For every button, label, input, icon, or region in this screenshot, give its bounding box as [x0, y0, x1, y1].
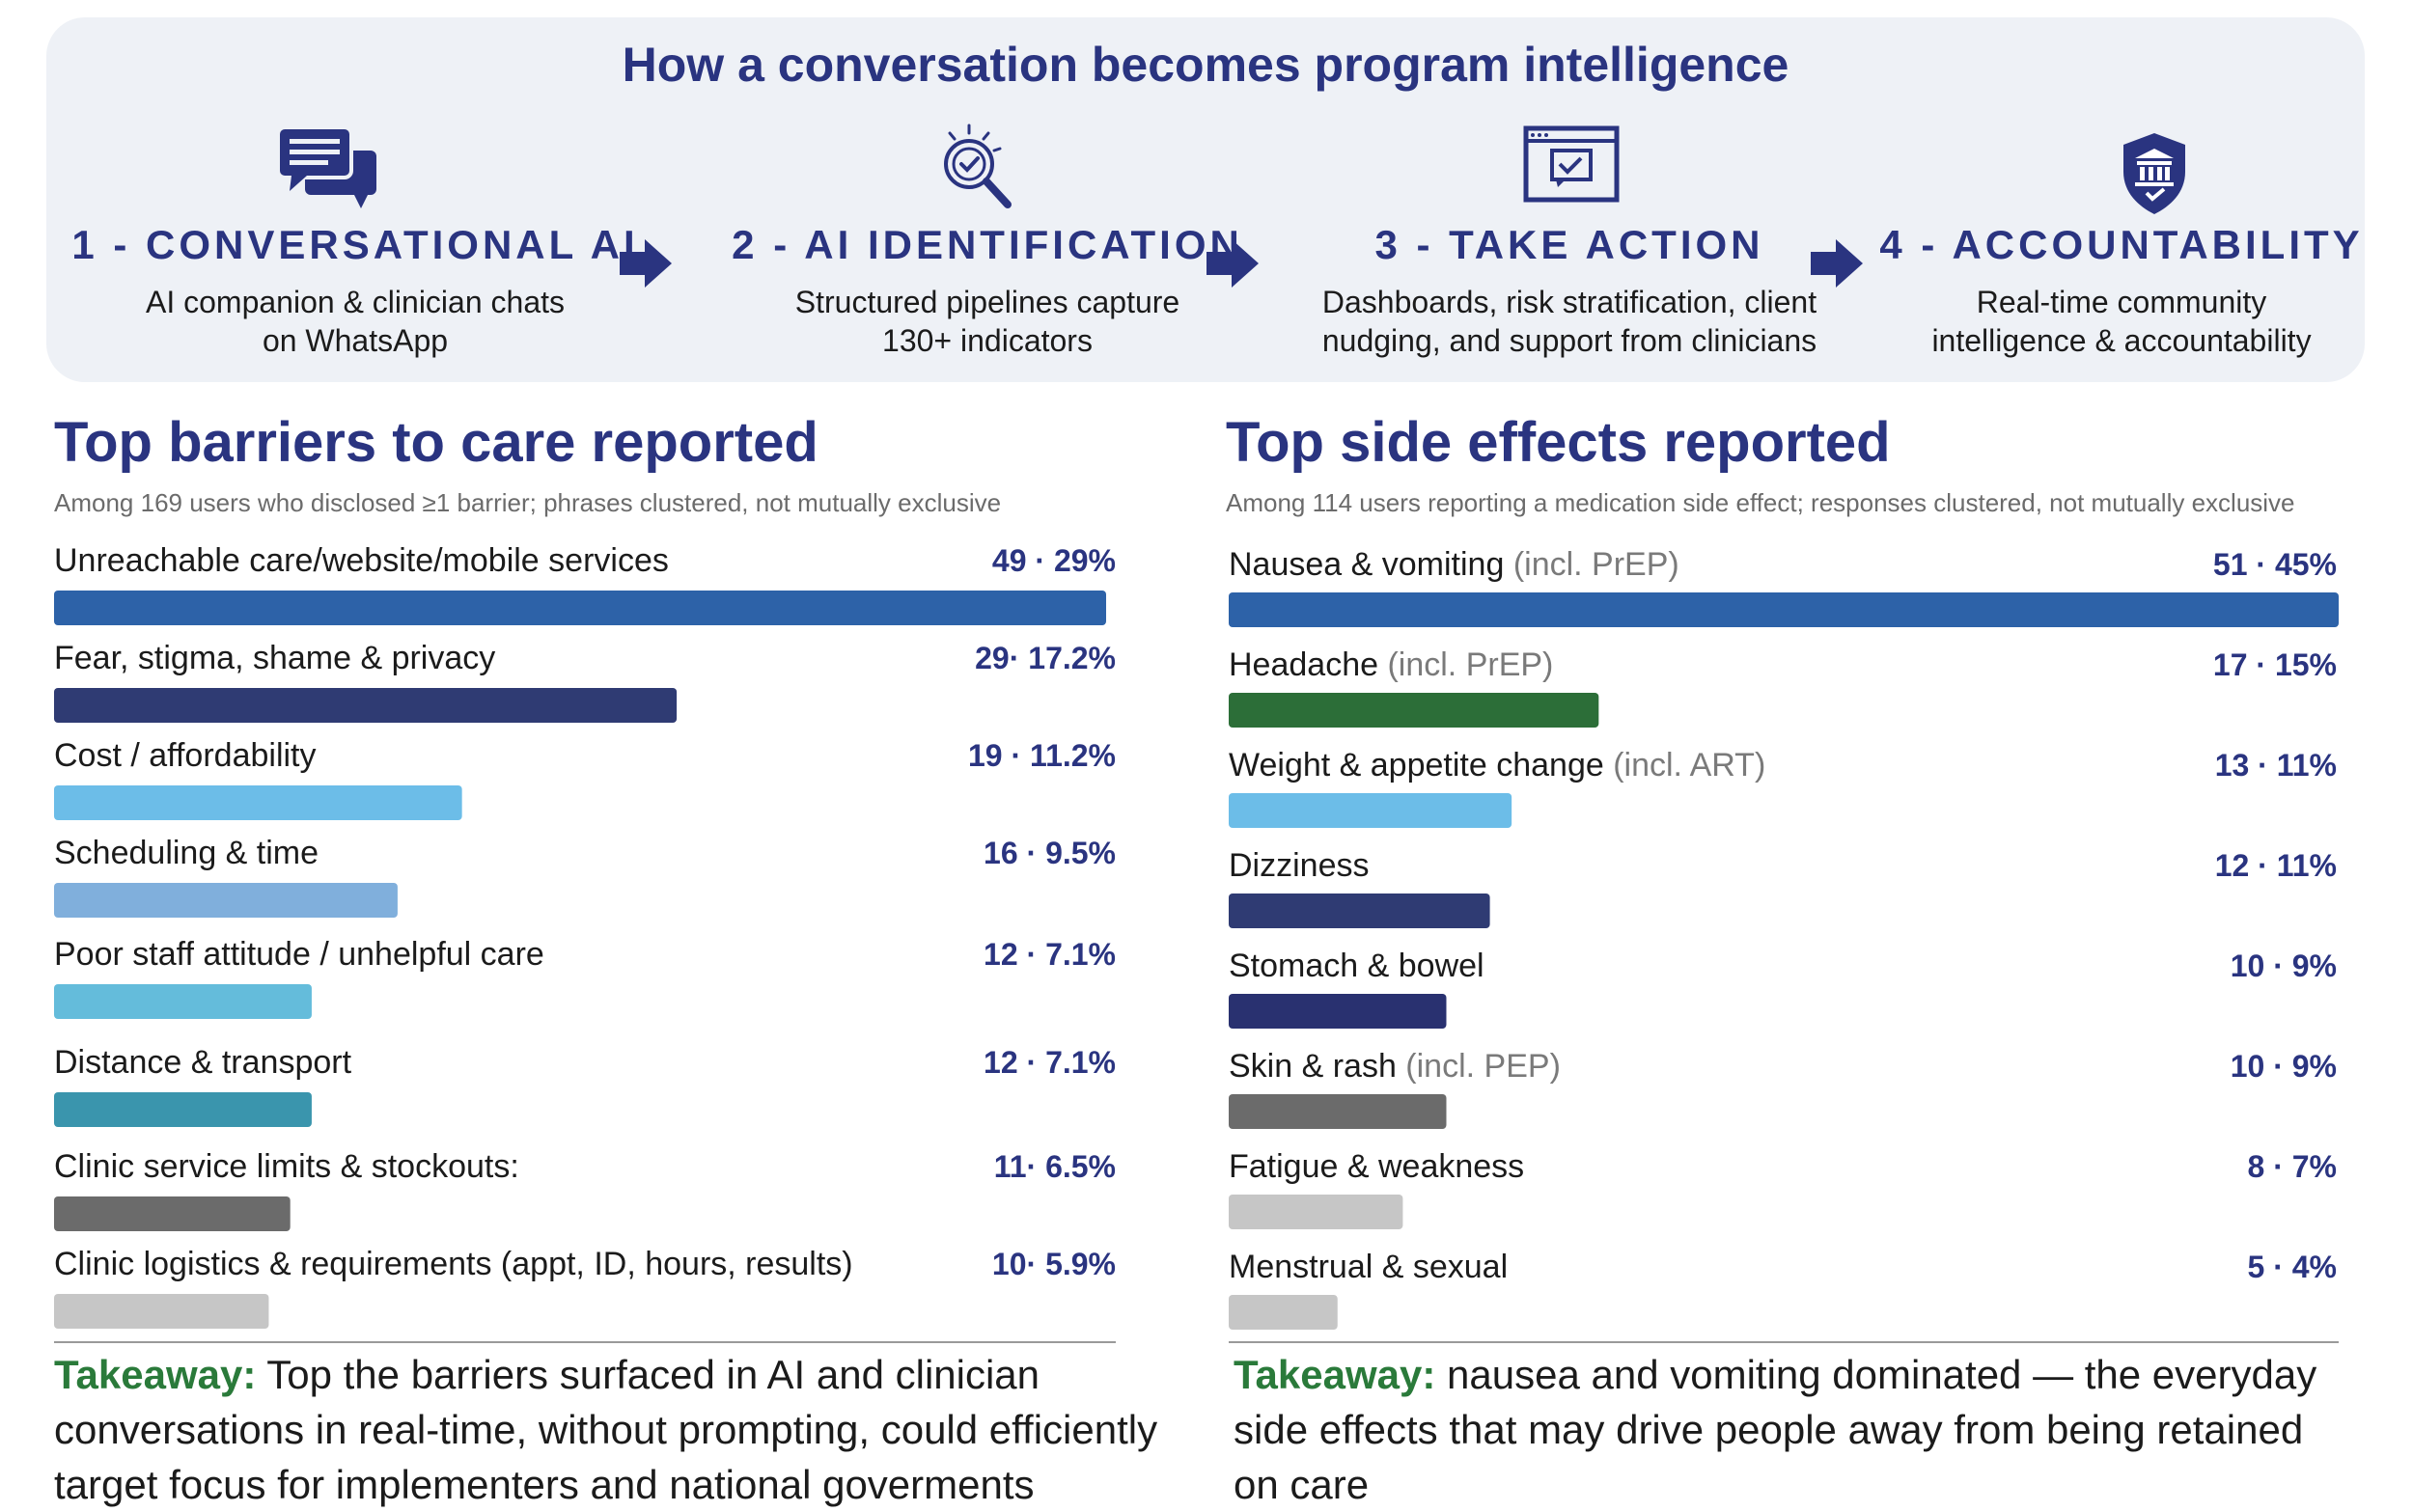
flow-step-ai-identification: 2 - AI IDENTIFICATION Structured pipelin…: [683, 17, 1291, 382]
bar-value-label: 11· 6.5%: [994, 1149, 1116, 1184]
barriers-bar-chart: Unreachable care/website/mobile services…: [54, 542, 1116, 1329]
bar: [54, 1092, 312, 1127]
step-description-line: Structured pipelines capture: [794, 285, 1180, 319]
step-title: 2 - AI IDENTIFICATION: [732, 222, 1243, 267]
magnifier-check-icon: [940, 122, 1021, 219]
bar: [1229, 1094, 1447, 1129]
side-effects-divider: [1229, 1341, 2339, 1343]
bar: [1229, 994, 1447, 1029]
bar: [1229, 693, 1599, 728]
step-description: AI companion & clinician chats on WhatsA…: [46, 283, 664, 360]
bar-value-label: 12 · 7.1%: [984, 937, 1116, 972]
arrow-right-icon: [1206, 239, 1259, 292]
bar: [54, 984, 312, 1019]
bar-value-label: 10 · 9%: [2231, 1049, 2337, 1084]
process-flow-banner: How a conversation becomes program intel…: [46, 17, 2365, 382]
bar-category-label: Fear, stigma, shame & privacy: [54, 640, 495, 676]
step-description-line: nudging, and support from clinicians: [1321, 323, 1817, 358]
bar-category-label: Scheduling & time: [54, 835, 319, 871]
step-description-line: 130+ indicators: [882, 323, 1093, 358]
bar-category-label: Skin & rash (incl. PEP): [1229, 1048, 1561, 1085]
bar-category-label: Fatigue & weakness: [1229, 1148, 1524, 1185]
bar-value-label: 29· 17.2%: [975, 641, 1116, 675]
bar-value-label: 10· 5.9%: [992, 1247, 1116, 1281]
arrow-right-icon: [620, 239, 672, 292]
bar: [54, 1196, 291, 1231]
flow-step-take-action: 3 - TAKE ACTION Dashboards, risk stratif…: [1270, 17, 1869, 382]
step-description: Structured pipelines capture 130+ indica…: [683, 283, 1291, 360]
side-effects-takeaway: Takeaway: nausea and vomiting dominated …: [1234, 1347, 2353, 1512]
bar-category-label: Unreachable care/website/mobile services: [54, 542, 669, 579]
barriers-chart-subtitle: Among 169 users who disclosed ≥1 barrier…: [54, 488, 1002, 517]
bar-value-label: 10 · 9%: [2231, 948, 2337, 983]
barriers-takeaway: Takeaway: Top the barriers surfaced in A…: [54, 1347, 1193, 1512]
chat-bubbles-icon: [276, 125, 380, 215]
bar: [54, 785, 462, 820]
bar-value-label: 17 · 15%: [2213, 647, 2337, 682]
takeaway-label: Takeaway:: [1234, 1352, 1436, 1397]
bar-category-label: Headache (incl. PrEP): [1229, 646, 1553, 683]
bar-value-label: 12 · 7.1%: [984, 1045, 1116, 1080]
step-description-line: on WhatsApp: [262, 323, 449, 358]
step-description: Real-time community intelligence & accou…: [1871, 283, 2372, 360]
step-title: 4 - ACCOUNTABILITY: [1879, 222, 2364, 267]
side-effects-chart-subtitle: Among 114 users reporting a medication s…: [1226, 488, 2295, 517]
flow-title: How a conversation becomes program intel…: [622, 38, 1789, 92]
browser-check-icon: [1523, 125, 1620, 207]
bar-category-label: Clinic service limits & stockouts:: [54, 1148, 519, 1185]
flow-step-conversational-ai: 1 - CONVERSATIONAL AI AI companion & cli…: [46, 17, 664, 382]
bar-value-label: 19 · 11.2%: [968, 738, 1116, 773]
step-description-line: Real-time community: [1976, 285, 2267, 319]
bar-value-label: 8 · 7%: [2248, 1149, 2337, 1184]
bar-category-note: (incl. PrEP): [1504, 546, 1678, 583]
bar: [54, 883, 398, 918]
bar-value-label: 51 · 45%: [2213, 547, 2337, 582]
bar-category-label: Dizziness: [1229, 847, 1369, 884]
bar-category-note: (incl. ART): [1604, 747, 1766, 783]
bar: [54, 1294, 269, 1329]
side-effects-bar-chart: Nausea & vomiting (incl. PrEP) 51 · 45% He…: [1229, 546, 2339, 1330]
flow-step-accountability: 4 - ACCOUNTABILITY Real-time community i…: [1871, 17, 2372, 382]
bar-value-label: 5 · 4%: [2248, 1250, 2337, 1284]
bar-category-note: (incl. PEP): [1397, 1048, 1561, 1085]
takeaway-label: Takeaway:: [54, 1352, 257, 1397]
bar-category-label: Nausea & vomiting (incl. PrEP): [1229, 546, 1679, 583]
step-description: Dashboards, risk stratification, client …: [1270, 283, 1869, 360]
bar-value-label: 49 · 29%: [992, 543, 1116, 578]
bar-category-label: Clinic logistics & requirements (appt, I…: [54, 1246, 853, 1282]
side-effects-chart-title: Top side effects reported: [1226, 411, 1891, 474]
bar-value-label: 13 · 11%: [2215, 748, 2337, 783]
bar: [54, 688, 678, 723]
bar-category-note: (incl. PrEP): [1378, 646, 1553, 683]
bar: [1229, 1295, 1338, 1330]
barriers-chart-title: Top barriers to care reported: [54, 411, 818, 474]
bar: [1229, 793, 1512, 828]
bar-category-label: Menstrual & sexual: [1229, 1249, 1508, 1285]
bar-value-label: 16 · 9.5%: [984, 836, 1116, 870]
step-title: 3 - TAKE ACTION: [1374, 222, 1764, 267]
step-description-line: Dashboards, risk stratification, client: [1321, 285, 1817, 319]
step-description-line: AI companion & clinician chats: [146, 285, 565, 319]
bar-category-label: Cost / affordability: [54, 737, 317, 774]
bar: [1229, 592, 2339, 627]
bar: [54, 591, 1106, 625]
arrow-right-icon: [1811, 239, 1863, 292]
bar-category-label: Distance & transport: [54, 1044, 352, 1081]
step-description-line: intelligence & accountability: [1931, 323, 2312, 358]
bar-value-label: 12 · 11%: [2215, 848, 2337, 883]
bar-category-label: Stomach & bowel: [1229, 948, 1484, 984]
bar-category-label: Poor staff attitude / unhelpful care: [54, 936, 544, 973]
bar-category-label: Weight & appetite change (incl. ART): [1229, 747, 1765, 783]
shield-building-icon: [2120, 131, 2189, 221]
bar: [1229, 1195, 1403, 1229]
barriers-divider: [54, 1341, 1116, 1343]
step-title: 1 - CONVERSATIONAL AI: [71, 222, 639, 267]
bar: [1229, 893, 1490, 928]
